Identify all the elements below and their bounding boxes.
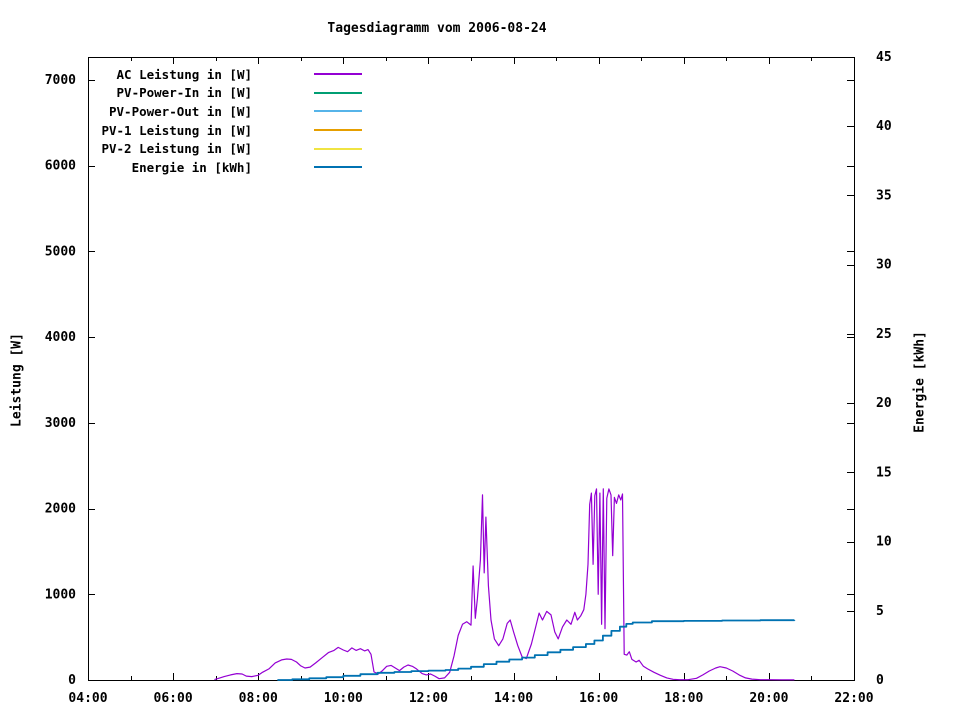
- series-line-energie: [277, 619, 796, 681]
- x-tick-label: 16:00: [579, 691, 618, 706]
- legend-line-sample: [314, 129, 362, 132]
- legend: AC Leistung in [W] PV-Power-In in [W] PV…: [92, 65, 362, 177]
- y1-tick-label: 6000: [45, 159, 76, 174]
- legend-label: PV-Power-In in [W]: [116, 85, 252, 101]
- y2-tick-label: 25: [876, 327, 892, 342]
- legend-label: PV-2 Leistung in [W]: [101, 141, 252, 157]
- x-tick-label: 18:00: [664, 691, 703, 706]
- x-tick-label: 06:00: [154, 691, 193, 706]
- x-tick-label: 10:00: [324, 691, 363, 706]
- legend-label: PV-1 Leistung in [W]: [101, 122, 252, 138]
- y2-tick-label: 20: [876, 396, 892, 411]
- legend-line-sample: [314, 110, 362, 113]
- y2-axis-title: Energie [kWh]: [912, 331, 928, 433]
- y2-tick-label: 0: [876, 673, 884, 688]
- y2-tick-label: 35: [876, 188, 892, 203]
- legend-label: PV-Power-Out in [W]: [109, 103, 252, 119]
- x-tick-label: 22:00: [834, 691, 873, 706]
- legend-line-sample: [314, 166, 362, 169]
- y1-tick-label: 5000: [45, 244, 76, 259]
- legend-item: PV-1 Leistung in [W]: [92, 121, 362, 140]
- legend-item: PV-2 Leistung in [W]: [92, 139, 362, 158]
- legend-line-sample: [314, 147, 362, 150]
- series-line-ac: [214, 488, 795, 681]
- x-tick-label: 12:00: [409, 691, 448, 706]
- y1-tick-label: 7000: [45, 73, 76, 88]
- y2-tick-label: 10: [876, 535, 892, 550]
- chart-title: Tagesdiagramm vom 2006-08-24: [327, 21, 547, 36]
- y1-tick-label: 1000: [45, 587, 76, 602]
- legend-item: Energie in [kWh]: [92, 158, 362, 177]
- legend-label: AC Leistung in [W]: [116, 66, 252, 82]
- legend-line-sample: [314, 91, 362, 94]
- legend-item: PV-Power-Out in [W]: [92, 102, 362, 121]
- y2-tick-label: 40: [876, 119, 892, 134]
- y2-tick-label: 5: [876, 604, 884, 619]
- legend-item: PV-Power-In in [W]: [92, 84, 362, 103]
- y1-tick-label: 0: [68, 673, 76, 688]
- y2-tick-label: 30: [876, 258, 892, 273]
- legend-label: Energie in [kWh]: [131, 159, 252, 175]
- legend-item: AC Leistung in [W]: [92, 65, 362, 84]
- x-tick-label: 08:00: [239, 691, 278, 706]
- x-tick-label: 14:00: [494, 691, 533, 706]
- y1-tick-label: 2000: [45, 502, 76, 517]
- y1-tick-label: 3000: [45, 416, 76, 431]
- y1-axis-title: Leistung [W]: [9, 333, 25, 427]
- legend-line-sample: [314, 73, 362, 76]
- x-tick-label: 20:00: [749, 691, 788, 706]
- y2-tick-label: 45: [876, 50, 892, 65]
- x-tick-label: 04:00: [68, 691, 107, 706]
- y2-tick-label: 15: [876, 465, 892, 480]
- y1-tick-label: 4000: [45, 330, 76, 345]
